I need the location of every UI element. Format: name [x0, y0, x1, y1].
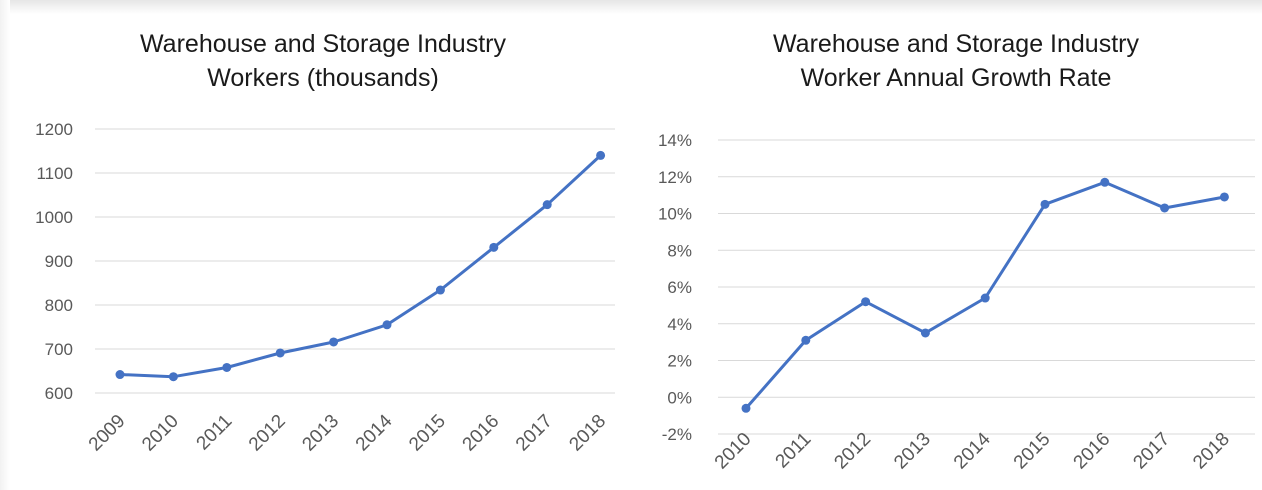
- chart-1-data-point: [168, 372, 178, 382]
- chart-1-x-tick-label: 2010: [138, 411, 183, 456]
- chart-2-y-tick-label: -2%: [662, 425, 692, 444]
- chart-1-y-axis: 600 700 800 900 1000 1100 1200: [35, 120, 73, 403]
- chart-2-y-axis: -2% 0% 2% 4% 6% 8% 10% 12% 14%: [658, 131, 692, 444]
- chart-growth-rate: Warehouse and Storage Industry Worker An…: [658, 30, 1255, 473]
- chart-1-data-point: [435, 285, 445, 295]
- chart-2-x-tick-label: 2018: [1189, 429, 1234, 474]
- chart-1-x-tick-label: 2018: [565, 411, 610, 456]
- chart-2-x-axis: 2010 2011 2012 2013 2014 2015 2016 2017 2018: [711, 428, 1234, 473]
- chart-2-x-tick-label: 2013: [890, 429, 935, 474]
- chart-2-data-point: [1160, 203, 1170, 213]
- chart-1-data-point: [329, 337, 339, 347]
- chart-1-title-line-1: Warehouse and Storage Industry: [140, 30, 506, 58]
- chart-1-y-tick-label: 700: [45, 340, 73, 359]
- chart-2-y-tick-label: 8%: [667, 241, 692, 260]
- chart-2-x-tick-label: 2015: [1010, 429, 1055, 474]
- chart-2-x-tick-label: 2014: [950, 428, 995, 473]
- chart-1-data-point: [489, 242, 499, 252]
- chart-1-y-tick-label: 900: [45, 252, 73, 271]
- chart-2-data-point: [741, 403, 751, 413]
- chart-2-data-point: [1040, 199, 1050, 209]
- chart-1-x-tick-label: 2012: [245, 411, 290, 456]
- chart-2-data-point: [1100, 177, 1110, 187]
- chart-1-data-point: [115, 370, 125, 380]
- chart-1-y-tick-label: 1100: [36, 164, 73, 183]
- chart-2-y-tick-label: 6%: [667, 278, 692, 297]
- chart-1-series: [115, 150, 606, 382]
- chart-1-data-point: [275, 348, 285, 358]
- chart-2-data-point: [980, 293, 990, 303]
- chart-2-series: [741, 177, 1229, 413]
- chart-2-y-tick-label: 12%: [658, 168, 692, 187]
- chart-2-x-tick-label: 2012: [830, 429, 875, 474]
- chart-1-data-point: [222, 362, 232, 372]
- chart-1-x-tick-label: 2017: [512, 411, 557, 456]
- chart-workers: Warehouse and Storage Industry Workers (…: [35, 30, 615, 455]
- chart-2-data-point: [801, 335, 811, 345]
- chart-2-y-tick-label: 0%: [667, 388, 692, 407]
- chart-2-x-tick-label: 2017: [1129, 429, 1174, 474]
- chart-2-x-tick-label: 2016: [1070, 429, 1115, 474]
- chart-2-title-line-2: Worker Annual Growth Rate: [801, 64, 1112, 92]
- chart-2-gridlines: [718, 139, 1255, 435]
- chart-2-title-line-1: Warehouse and Storage Industry: [773, 30, 1139, 58]
- chart-1-y-tick-label: 800: [45, 296, 73, 315]
- top-shadow: [0, 0, 1262, 14]
- chart-2-y-tick-label: 2%: [667, 352, 692, 371]
- chart-2-x-tick-label: 2010: [711, 429, 756, 474]
- chart-1-gridlines: [95, 128, 615, 394]
- chart-1-x-tick-label: 2009: [85, 411, 130, 456]
- left-edge: [0, 0, 10, 490]
- chart-1-y-tick-label: 1000: [35, 208, 73, 227]
- chart-1-data-point: [382, 320, 392, 330]
- chart-2-y-tick-label: 4%: [667, 315, 692, 334]
- chart-1-x-tick-label: 2016: [459, 411, 504, 456]
- chart-1-x-tick-label: 2011: [193, 411, 237, 455]
- chart-1-data-point: [542, 200, 552, 210]
- chart-2-data-point: [1219, 192, 1229, 202]
- chart-1-x-tick-label: 2014: [352, 410, 397, 455]
- chart-2-y-tick-label: 10%: [658, 205, 692, 224]
- chart-1-x-tick-label: 2013: [298, 411, 343, 456]
- chart-2-x-tick-label: 2011: [772, 429, 816, 473]
- chart-1-series-line: [119, 154, 602, 379]
- chart-1-x-tick-label: 2015: [405, 411, 450, 456]
- chart-1-x-axis: 2009 2010 2011 2012 2013 2014 2015 2016 2017 2018: [85, 410, 610, 455]
- chart-1-title-line-2: Workers (thousands): [207, 64, 439, 92]
- chart-1-y-tick-label: 1200: [35, 120, 73, 139]
- chart-2-data-point: [920, 328, 930, 338]
- chart-2-y-tick-label: 14%: [658, 131, 692, 150]
- chart-1-y-tick-label: 600: [45, 384, 73, 403]
- chart-1-data-point: [596, 150, 606, 160]
- chart-2-data-point: [861, 297, 871, 307]
